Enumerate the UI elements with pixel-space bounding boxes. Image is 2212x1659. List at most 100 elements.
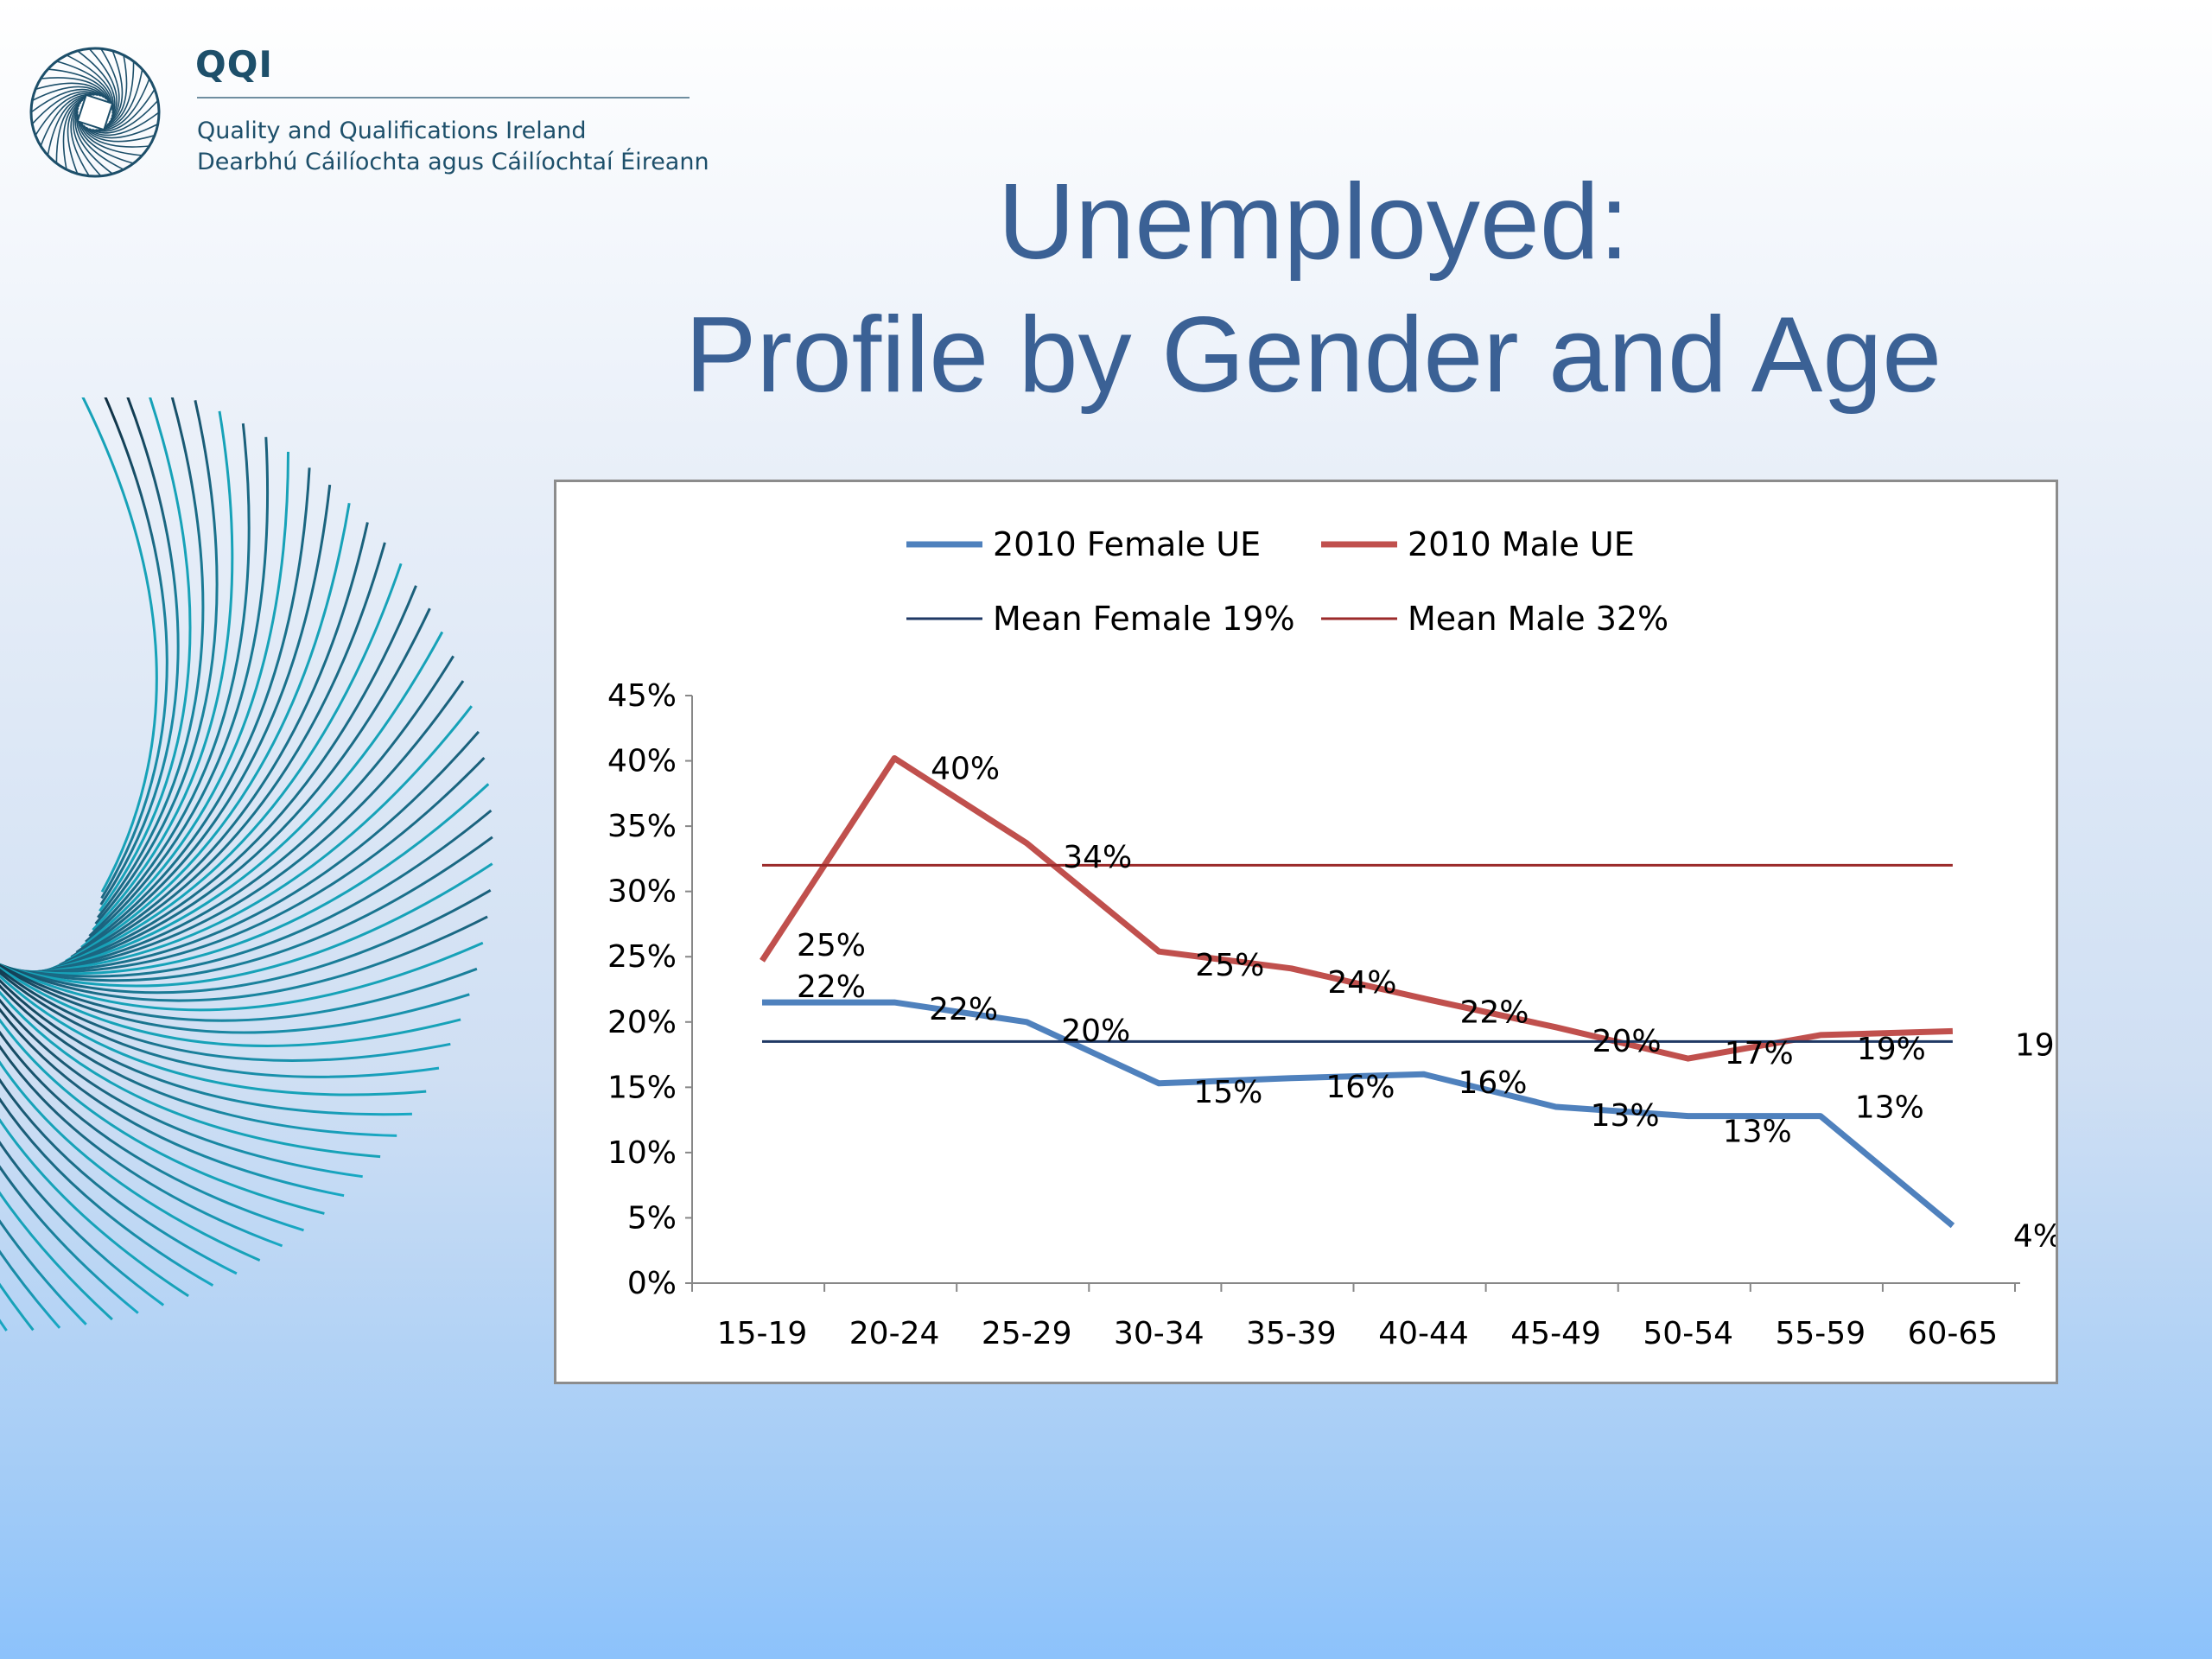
- series-line-0: [762, 999, 1955, 1229]
- qqi-logo: QQI Quality and Qualifications Ireland D…: [26, 41, 717, 188]
- data-label: 22%: [929, 992, 998, 1027]
- spiral-line: [0, 964, 470, 1034]
- spiral-line: [94, 399, 219, 925]
- spiral-line: [0, 998, 363, 1179]
- spiral-line: [32, 607, 431, 976]
- data-label: 25%: [1195, 948, 1264, 983]
- slide-title: Unemployed: Profile by Gender and Age: [553, 156, 2074, 422]
- y-tick-label: 20%: [607, 1005, 677, 1040]
- y-tick-label: 15%: [607, 1070, 677, 1105]
- logo-swirl-line: [62, 97, 86, 170]
- slide-title-line-2: Profile by Gender and Age: [684, 296, 1942, 415]
- data-label: 34%: [1063, 840, 1132, 875]
- spiral-line: [0, 1249, 61, 1329]
- logo-swirl-line: [83, 123, 159, 139]
- x-tick-label: 35-39: [1246, 1316, 1337, 1351]
- spiral-line: [0, 1219, 87, 1325]
- legend-label: Mean Female 19%: [993, 600, 1295, 638]
- data-label: 15%: [1193, 1075, 1262, 1110]
- logo-swirl-line: [31, 86, 107, 102]
- data-label: 17%: [1725, 1036, 1794, 1071]
- spiral-line: [0, 974, 427, 1096]
- spiral-line: [0, 983, 397, 1137]
- logo-center-square: [76, 93, 114, 131]
- logo-swirl-line: [79, 120, 149, 148]
- spiral-line: [0, 968, 451, 1062]
- spiral-line: [11, 680, 465, 976]
- logo-swirl-line: [99, 68, 143, 130]
- spiral-line: [0, 1030, 304, 1232]
- logo-swirl-line: [106, 50, 124, 126]
- y-tick-label: 40%: [607, 744, 677, 779]
- spiral-line: [99, 397, 192, 912]
- data-label: 16%: [1325, 1070, 1395, 1105]
- data-label: 40%: [931, 752, 1000, 787]
- spiral-line: [0, 730, 480, 974]
- spiral-line: [70, 484, 332, 958]
- data-label: 16%: [1459, 1065, 1528, 1101]
- y-tick-label: 5%: [627, 1200, 677, 1236]
- legend-label: Mean Male 32%: [1408, 600, 1669, 638]
- data-label: 13%: [1591, 1098, 1660, 1134]
- logo-swirl-line: [86, 111, 160, 137]
- spiral-line: [0, 1044, 283, 1248]
- spiral-line: [0, 970, 440, 1078]
- logo-swirl-line: [67, 99, 84, 175]
- spiral-line: [0, 915, 488, 1002]
- spiral-line: [0, 1018, 325, 1215]
- line-chart: 0% 5% 10% 15% 20% 25% 30% 35% 40% 45% 15-19 20-24 25…: [607, 525, 2056, 1351]
- x-tick-label: 15-19: [717, 1316, 808, 1351]
- spiral-line: [0, 1096, 214, 1287]
- spiral-line: [81, 397, 158, 893]
- spiral-line: [0, 978, 412, 1116]
- spiral-line: [99, 397, 180, 906]
- logo-swirl-line: [80, 123, 156, 143]
- data-label: 20%: [1592, 1024, 1662, 1059]
- spiral-line: [0, 990, 381, 1159]
- spiral-line: [100, 397, 168, 899]
- spiral-line: [65, 502, 351, 963]
- spiral-line: [88, 423, 251, 938]
- spiral-line: [52, 542, 386, 969]
- data-label: 22%: [1460, 995, 1529, 1031]
- logo-swirl-line: [70, 101, 90, 177]
- logo-swirl-line: [88, 99, 159, 134]
- y-tick-label: 25%: [607, 939, 677, 975]
- y-tick-label: 35%: [607, 809, 677, 844]
- spiral-line: [0, 963, 478, 1022]
- logo-swirl-line: [74, 107, 113, 175]
- logo-swirl-line: [66, 54, 114, 114]
- x-tick-label: 50-54: [1643, 1316, 1733, 1351]
- logo-swirl-line: [78, 117, 143, 156]
- data-label: 13%: [1723, 1115, 1792, 1150]
- spiral-line: [39, 585, 417, 975]
- logo-swirl-line: [101, 60, 135, 130]
- spiral-line: [0, 1077, 238, 1275]
- data-label: 13%: [1855, 1090, 1924, 1126]
- y-tick-label: 30%: [607, 874, 677, 910]
- data-label: 25%: [797, 928, 866, 963]
- spiral-line: [0, 1060, 261, 1262]
- spiral-line: [0, 1141, 165, 1306]
- logo-swirl-line: [31, 91, 102, 125]
- x-tick-label: 60-65: [1908, 1316, 1999, 1351]
- logo-swirl-line: [55, 95, 89, 164]
- logo-swirl-line: [35, 92, 99, 137]
- spiral-line: [0, 941, 484, 1012]
- logo-swirl-line: [76, 111, 124, 170]
- x-tick-label: 40-44: [1378, 1316, 1469, 1351]
- logo-name-english: Quality and Qualifications Ireland: [197, 118, 587, 144]
- y-tick-label: 0%: [627, 1266, 677, 1301]
- data-label: 22%: [797, 969, 866, 1005]
- data-label: 19%: [1857, 1032, 1926, 1067]
- spiral-line: [0, 783, 490, 976]
- logo-swirl-line: [104, 54, 128, 128]
- spiral-line: [0, 809, 493, 978]
- data-label: 24%: [1327, 965, 1396, 1001]
- slide-title-line-1: Unemployed:: [997, 162, 1630, 282]
- qqi-swirl-logo-icon: [29, 47, 161, 178]
- logo-acronym: QQI: [195, 43, 274, 86]
- spiral-line: [0, 1191, 113, 1321]
- data-label: 19%: [2015, 1027, 2056, 1063]
- x-tick-label: 30-34: [1114, 1316, 1205, 1351]
